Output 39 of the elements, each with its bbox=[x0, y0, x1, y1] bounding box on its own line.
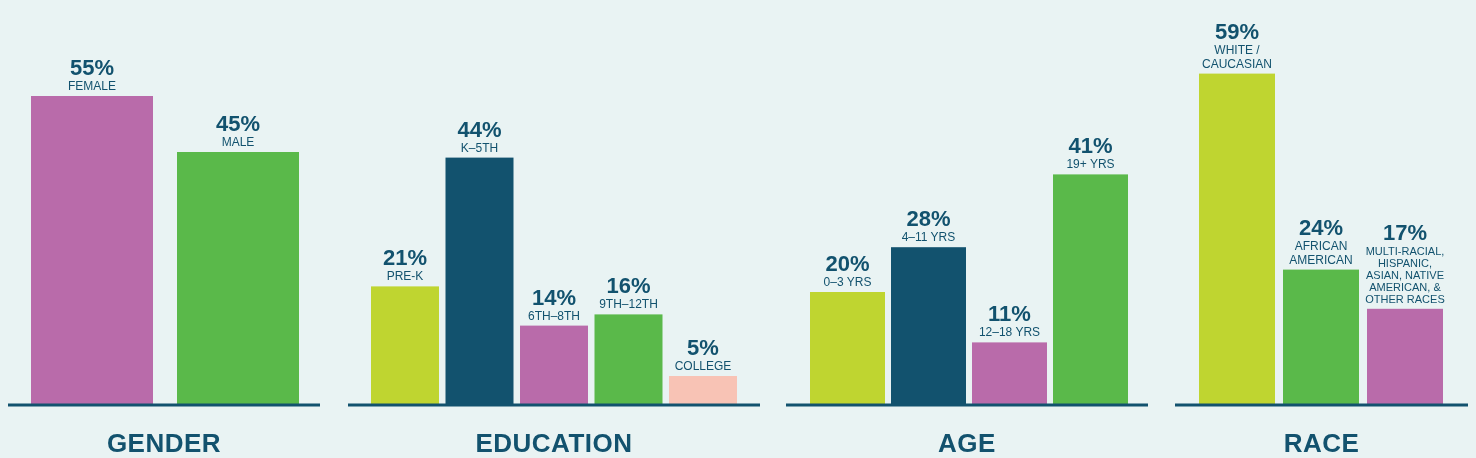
bar bbox=[810, 292, 885, 404]
bar bbox=[371, 286, 439, 404]
data-label: 24% bbox=[1298, 214, 1344, 240]
data-label: 16% bbox=[606, 273, 651, 299]
x-tick-label: 0–3 YRS bbox=[823, 275, 872, 289]
data-label: 59% bbox=[1214, 18, 1260, 44]
x-tick-label: 19+ YRS bbox=[1066, 157, 1115, 172]
data-label: 28% bbox=[906, 206, 951, 232]
text: EDUCATION bbox=[475, 428, 633, 458]
x-tick-label: FEMALE bbox=[67, 79, 117, 93]
x-tick-label: 9TH–12TH bbox=[599, 297, 658, 312]
x-tick-label: 6TH–8TH bbox=[527, 308, 581, 323]
text: AGE bbox=[938, 428, 996, 458]
bar bbox=[520, 325, 588, 404]
data-label: 55% bbox=[69, 55, 115, 80]
text: RACE bbox=[1283, 428, 1360, 458]
x-tick-label: MALE bbox=[221, 135, 255, 149]
data-label: 20% bbox=[825, 251, 870, 276]
x-tick-label: 12–18 YRS bbox=[978, 325, 1041, 340]
x-tick-label: 4–11 YRS bbox=[901, 230, 956, 245]
x-tick-label: MULTI-RACIAL, HISPANIC, ASIAN, NATIVE AMERICAN, & OTHER RACES bbox=[1365, 244, 1445, 305]
data-label: 17% bbox=[1382, 219, 1428, 245]
x-tick-label: PRE-K bbox=[386, 269, 424, 284]
data-label: 5% bbox=[687, 335, 719, 360]
bar bbox=[594, 314, 663, 404]
data-label: 41% bbox=[1068, 133, 1113, 159]
x-tick-label: AFRICAN AMERICAN bbox=[1289, 238, 1353, 267]
data-label: 45% bbox=[215, 111, 261, 136]
bar bbox=[669, 376, 737, 404]
x-tick-label: WHITE / CAUCASIAN bbox=[1201, 42, 1273, 71]
text: GENDER bbox=[106, 428, 222, 458]
x-tick-label: COLLEGE bbox=[674, 359, 732, 373]
bar bbox=[1053, 174, 1128, 404]
data-label: 11% bbox=[988, 301, 1031, 327]
data-label: 21% bbox=[382, 245, 428, 271]
data-label: 44% bbox=[457, 116, 502, 142]
bar bbox=[972, 342, 1047, 404]
data-label: 14% bbox=[531, 284, 577, 310]
x-tick-label: K–5TH bbox=[460, 140, 499, 155]
